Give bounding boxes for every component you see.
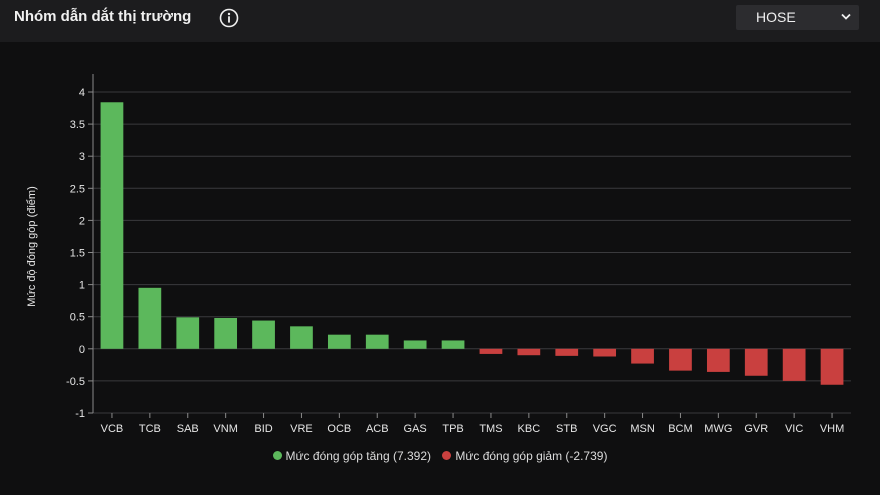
x-tick-labels: VCB TCB SAB VNM BID VRE OCB ACB GAS TPB TMS KBC STB V…	[101, 413, 844, 435]
x-tick-label: KBC	[518, 423, 541, 435]
bar-acb	[365, 334, 389, 349]
chevron-down-icon	[841, 13, 851, 20]
x-tick-label: VGC	[593, 423, 617, 435]
bar-kbc	[517, 348, 541, 356]
y-tick-label: 0	[79, 344, 85, 356]
legend-label-negative: Mức đóng góp giảm (-2.739)	[455, 449, 608, 463]
x-tick-label: VRE	[290, 423, 313, 435]
y-axis-label: Mức độ đóng góp (điểm)	[26, 186, 38, 306]
x-tick-label: TPB	[442, 423, 463, 435]
page-title: Nhóm dẫn dắt thị trường	[14, 8, 192, 25]
x-tick-label: GVR	[744, 423, 768, 435]
y-tick-label: 2	[79, 215, 85, 227]
bar-bcm	[669, 348, 692, 371]
y-tick-label: 2.5	[70, 183, 85, 195]
y-tick-label: -0.5	[66, 376, 85, 388]
bar-vcb	[100, 102, 124, 349]
x-tick-label: VCB	[101, 423, 124, 435]
bar-vgc	[593, 348, 617, 357]
bar-tpb	[441, 340, 465, 349]
legend-dot-positive	[272, 451, 282, 460]
x-tick-label: MSN	[630, 423, 655, 435]
y-tick-label: 3.5	[70, 119, 85, 131]
bar-ocb	[327, 334, 351, 349]
y-tick-label: 1.5	[70, 248, 85, 260]
bar-gas	[403, 340, 427, 349]
y-tick-label: -1	[75, 408, 85, 420]
bar-stb	[555, 348, 579, 356]
bar-gvr	[744, 348, 768, 376]
legend-label-positive: Mức đóng góp tăng (7.392)	[285, 449, 431, 463]
x-tick-label: BCM	[668, 423, 692, 435]
x-tick-label: OCB	[327, 423, 351, 435]
bar-vre	[290, 326, 313, 349]
header-bar: Nhóm dẫn dắt thị trường HOSE	[0, 0, 880, 42]
legend-dot-negative	[442, 451, 452, 460]
bar-msn	[631, 348, 654, 364]
bar-tms	[479, 348, 503, 354]
bar-mwg	[706, 348, 730, 372]
bar-vhm	[820, 348, 844, 385]
bar-vnm	[214, 317, 238, 349]
bar-vic	[782, 348, 806, 381]
legend-item-negative[interactable]: Mức đóng góp giảm (-2.739)	[442, 449, 607, 463]
contribution-bar-chart: -1-0.500.511.522.533.54 VCB TCB SAB VNM BID V…	[26, 74, 851, 435]
y-tick-label: 3	[79, 151, 85, 163]
y-tick-label: 4	[79, 87, 85, 99]
legend-item-positive[interactable]: Mức đóng góp tăng (7.392)	[272, 449, 431, 463]
exchange-select-value: HOSE	[756, 9, 796, 25]
x-tick-label: VHM	[820, 423, 844, 435]
bar-tcb	[138, 287, 162, 349]
info-icon[interactable]	[218, 7, 240, 29]
x-tick-label: TMS	[479, 423, 502, 435]
bars	[100, 102, 844, 385]
legend: Mức đóng góp tăng (7.392) Mức đóng góp g…	[0, 449, 880, 463]
x-tick-label: GAS	[404, 423, 427, 435]
y-tick-label: 0.5	[70, 312, 85, 324]
x-tick-label: STB	[556, 423, 577, 435]
grid-lines	[88, 91, 851, 414]
x-tick-label: VNM	[213, 423, 237, 435]
x-tick-label: BID	[254, 423, 272, 435]
y-tick-labels: -1 -0.5 0 0.5 1 1.5 2 2.5 3 3.5 4	[66, 87, 85, 420]
x-tick-label: VIC	[785, 423, 803, 435]
bar-bid	[252, 320, 275, 349]
x-tick-label: ACB	[366, 423, 389, 435]
exchange-select[interactable]: HOSE	[736, 5, 859, 30]
bar-sab	[176, 317, 200, 349]
x-tick-label: TCB	[139, 423, 161, 435]
x-tick-label: MWG	[704, 423, 732, 435]
x-tick-label: SAB	[177, 423, 199, 435]
y-tick-label: 1	[79, 280, 85, 292]
